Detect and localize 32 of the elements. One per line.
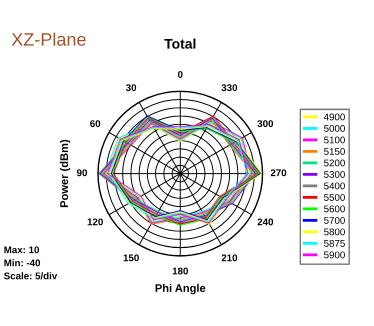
- spoke-label: 180: [172, 268, 188, 274]
- legend-label: 5875: [324, 240, 345, 247]
- chart-title: XZ-Plane: [12, 32, 86, 46]
- spoke-label: 300: [257, 120, 274, 128]
- legend-label: 5400: [324, 182, 345, 190]
- spoke-label: 240: [258, 218, 274, 226]
- text: Phi Angle: [156, 284, 206, 294]
- text: Scale: 5/div: [4, 272, 58, 280]
- legend-label: 5150: [324, 148, 345, 155]
- spoke-label: 0: [178, 71, 183, 78]
- spoke-label: 270: [270, 169, 286, 176]
- text: Min: -40: [4, 259, 40, 266]
- legend-label: 5900: [324, 251, 345, 258]
- spoke-label: 90: [76, 169, 88, 176]
- spoke-label: 210: [222, 254, 238, 262]
- spoke-label: 30: [126, 84, 136, 92]
- legend-label: 5300: [324, 170, 345, 178]
- legend-label: 5500: [324, 194, 345, 201]
- text: Power (dBm): [60, 140, 70, 208]
- legend-label: 5200: [324, 160, 345, 166]
- spoke-label: 120: [88, 218, 103, 226]
- spoke-label: 150: [124, 254, 139, 262]
- chart-subtitle: Total: [164, 38, 196, 49]
- legend-label: 5700: [324, 216, 345, 224]
- legend-label: 5000: [324, 125, 345, 132]
- text: Max: 10: [4, 246, 40, 254]
- legend-label: 5100: [324, 136, 345, 144]
- legend-label: 5800: [324, 228, 345, 236]
- spoke-label: 330: [222, 84, 238, 92]
- legend-label: 4900: [324, 114, 345, 120]
- spoke-label: 60: [90, 120, 100, 128]
- legend-label: 5600: [324, 205, 345, 212]
